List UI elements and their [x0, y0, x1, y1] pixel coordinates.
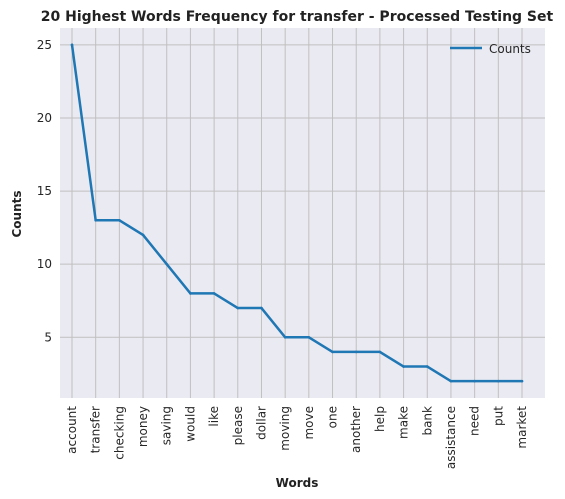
- data-point-please: [236, 306, 240, 310]
- y-tick-5: 5: [44, 330, 52, 344]
- x-tick-would: would: [183, 406, 197, 442]
- x-tick-please: please: [231, 406, 245, 445]
- x-tick-help: help: [373, 406, 387, 432]
- grid: [60, 28, 545, 398]
- data-point-checking: [118, 219, 121, 222]
- data-point-assistance: [449, 379, 453, 383]
- x-tick-account: account: [65, 406, 79, 454]
- chart-title: 20 Highest Words Frequency for transfer …: [41, 9, 554, 25]
- x-tick-move: move: [302, 406, 316, 440]
- y-tick-labels: 5 10 15 20 25: [37, 38, 52, 344]
- data-point-another: [354, 350, 358, 354]
- y-tick-25: 25: [37, 38, 52, 52]
- data-point-saving: [165, 262, 169, 266]
- x-tick-one: one: [326, 406, 340, 428]
- x-tick-bank: bank: [420, 406, 434, 436]
- x-tick-moving: moving: [278, 406, 292, 451]
- data-point-account: [70, 43, 74, 47]
- legend: Counts: [450, 42, 531, 56]
- x-tick-make: make: [397, 406, 411, 439]
- data-point-help: [378, 350, 382, 354]
- data-point-move: [307, 336, 311, 339]
- y-tick-10: 10: [37, 257, 52, 271]
- data-point-money: [141, 233, 145, 237]
- x-tick-like: like: [207, 406, 221, 427]
- data-point-moving: [283, 336, 287, 339]
- y-axis-label: Counts: [10, 190, 24, 237]
- x-axis-label: Words: [276, 476, 319, 490]
- x-tick-dollar: dollar: [254, 406, 268, 440]
- plot-background: [60, 28, 545, 398]
- y-tick-15: 15: [37, 184, 52, 198]
- x-tick-saving: saving: [160, 406, 174, 445]
- legend-label: Counts: [489, 42, 531, 56]
- data-point-need: [473, 379, 476, 383]
- x-tick-another: another: [349, 406, 363, 453]
- x-tick-put: put: [491, 406, 505, 426]
- x-tick-market: market: [515, 406, 529, 449]
- data-point-like: [212, 292, 216, 295]
- x-tick-money: money: [136, 406, 150, 447]
- data-point-make: [402, 365, 405, 368]
- data-point-transfer: [94, 219, 97, 222]
- data-point-would: [189, 292, 192, 295]
- x-tick-need: need: [468, 406, 482, 436]
- y-tick-20: 20: [37, 111, 52, 125]
- x-tick-labels: account transfer checking money saving would l…: [65, 406, 529, 469]
- series-layer: [70, 43, 524, 383]
- x-tick-checking: checking: [112, 406, 126, 460]
- data-point-one: [331, 350, 334, 354]
- x-tick-transfer: transfer: [89, 406, 103, 453]
- data-point-put: [497, 379, 500, 383]
- data-point-dollar: [260, 306, 263, 310]
- data-point-market: [520, 379, 524, 383]
- data-point-bank: [425, 365, 429, 368]
- series-line-0: [70, 43, 524, 383]
- x-tick-assistance: assistance: [444, 406, 458, 469]
